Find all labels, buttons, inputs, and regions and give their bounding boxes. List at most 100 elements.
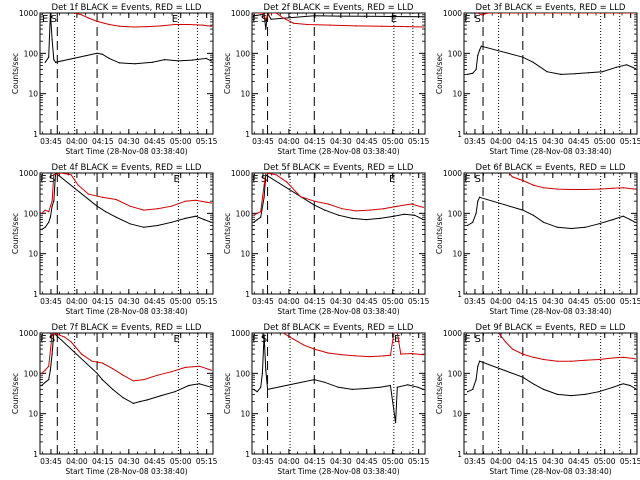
y-tick-label: 1 [457, 450, 462, 459]
data-point [612, 357, 614, 359]
data-point [570, 395, 572, 397]
x-tick-label: 03:45 [40, 297, 62, 306]
data-point [170, 371, 173, 373]
data-point [91, 360, 93, 362]
data-point [51, 38, 53, 41]
data-point [77, 184, 79, 186]
data-point [55, 173, 57, 174]
data-point [306, 23, 308, 26]
data-point [407, 384, 409, 386]
data-point [479, 196, 481, 198]
data-point [622, 215, 624, 217]
y-tick-label: 100 [24, 369, 39, 378]
data-point [422, 26, 424, 28]
x-axis-label: Start Time (28-Nov-08 03:38:40) [65, 467, 187, 476]
x-tick-label: 05:00 [594, 137, 616, 146]
data-point [556, 226, 558, 228]
data-point [382, 208, 385, 210]
chart-panel-1: Det 1f BLACK = Events, RED = LLD 1 10 100 10… [11, 3, 218, 156]
x-tick-label: 05:15 [408, 457, 430, 466]
data-point [55, 61, 57, 63]
y-tick-label: 10 [452, 410, 462, 419]
x-tick-label: 04:45 [356, 297, 378, 306]
data-point [119, 25, 121, 27]
data-point [44, 381, 46, 383]
plot-frame [463, 12, 638, 135]
series-events-line [41, 333, 212, 404]
data-point [263, 196, 265, 198]
data-point [313, 379, 315, 381]
marker-E: E [464, 14, 470, 25]
data-point [612, 219, 614, 221]
data-point [389, 354, 391, 356]
data-point [584, 393, 586, 395]
data-point [472, 388, 474, 390]
data-point [87, 193, 89, 195]
x-tick-label: 05:00 [594, 297, 616, 306]
data-point [407, 26, 409, 28]
chart-panel-4: Det 4f BLACK = Events, RED = LLD 1 10 100 10… [11, 163, 218, 316]
data-point [543, 187, 545, 189]
data-point [522, 353, 524, 355]
data-point [477, 200, 479, 202]
data-point [267, 13, 269, 14]
x-tick-label: 04:00 [278, 457, 300, 466]
data-point [101, 379, 103, 381]
y-tick-label: 10 [240, 250, 250, 259]
data-point [157, 208, 159, 210]
data-point [63, 336, 65, 338]
data-point [105, 211, 107, 213]
x-axis-label: Start Time (28-Nov-08 03:38:40) [277, 307, 399, 316]
data-point [329, 24, 331, 26]
y-axis-label: Counts/sec [223, 53, 232, 94]
data-point [355, 25, 357, 27]
data-point [101, 196, 103, 198]
data-point [164, 59, 166, 61]
x-tick-label: 03:45 [252, 297, 274, 306]
data-point [422, 206, 424, 208]
data-point [256, 212, 258, 214]
chart-title: Det 4f BLACK = Events, RED = LLD [52, 163, 202, 173]
y-tick-label: 1 [457, 290, 462, 299]
marker-E: E [252, 14, 258, 25]
data-point [532, 214, 534, 216]
data-point [422, 16, 424, 18]
y-tick-label: 100 [236, 49, 251, 58]
data-point [313, 204, 315, 206]
data-point [341, 354, 343, 356]
x-tick-label: 04:00 [490, 297, 512, 306]
x-tick-label: 04:45 [144, 457, 166, 466]
marker-E: E [464, 334, 470, 345]
data-point [256, 219, 258, 221]
x-tick-label: 04:15 [516, 457, 538, 466]
data-point [487, 13, 489, 14]
x-tick-label: 03:45 [252, 457, 274, 466]
data-point [422, 219, 424, 221]
data-point [265, 28, 267, 30]
y-tick-label: 1000 [443, 9, 462, 18]
data-point [139, 400, 141, 403]
data-point [132, 380, 134, 382]
data-point [543, 388, 545, 390]
data-point [44, 226, 46, 228]
data-point [472, 221, 474, 223]
data-point [195, 215, 197, 217]
data-point [44, 209, 46, 211]
data-point [584, 226, 586, 228]
data-point [53, 174, 55, 176]
y-tick-label: 100 [448, 49, 463, 58]
x-tick-label: 04:30 [330, 297, 352, 306]
data-point [634, 13, 636, 14]
data-point [389, 15, 391, 18]
data-point [472, 72, 474, 74]
chart-panel-8: Det 8f BLACK = Events, RED = LLD 1 10 100 10… [223, 323, 430, 476]
data-point [70, 174, 72, 176]
marker-E: E [391, 14, 397, 25]
series-lld-line [508, 173, 636, 190]
data-point [177, 60, 179, 62]
data-point [160, 25, 162, 27]
x-tick-label: 04:15 [516, 137, 538, 146]
x-tick-label: 05:15 [196, 297, 218, 306]
data-point [282, 17, 284, 19]
